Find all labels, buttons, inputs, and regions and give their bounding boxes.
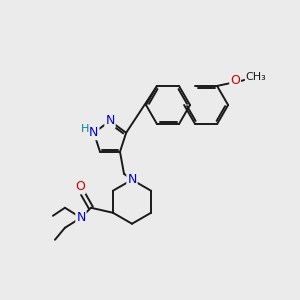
Text: N: N [105, 115, 115, 128]
Text: O: O [230, 74, 240, 87]
Text: N: N [127, 173, 137, 186]
Text: N: N [76, 211, 86, 224]
Text: O: O [75, 180, 85, 193]
Text: CH₃: CH₃ [246, 72, 266, 82]
Text: N: N [89, 126, 98, 139]
Text: H: H [81, 124, 89, 134]
